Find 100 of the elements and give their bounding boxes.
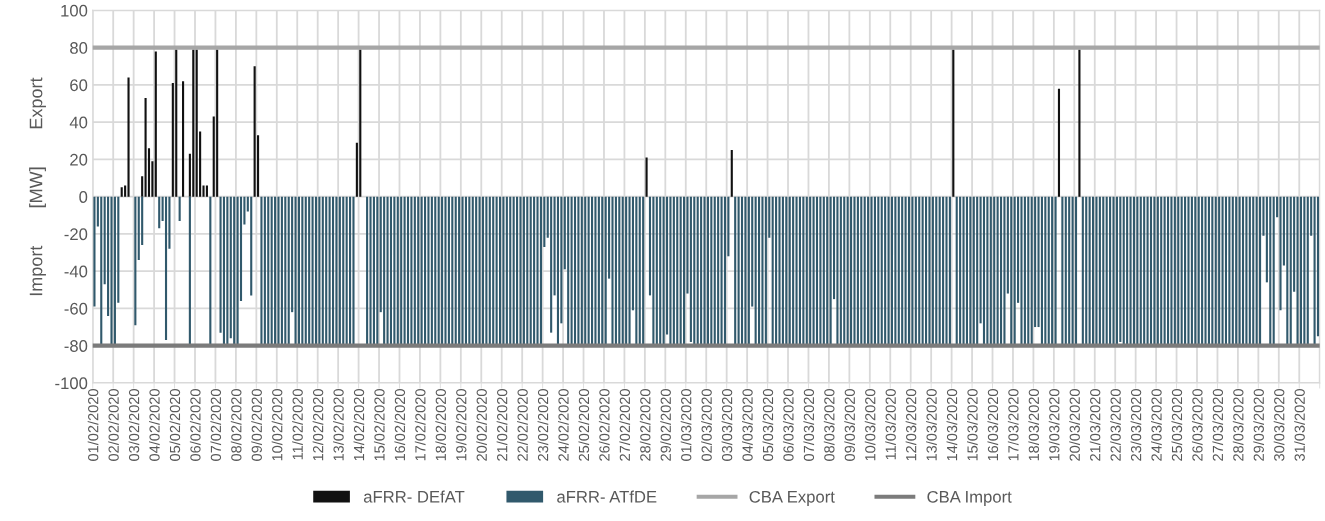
bar	[928, 196, 931, 346]
bar	[1027, 196, 1030, 346]
x-tick-label: 20/03/2020	[1069, 389, 1080, 461]
bar	[1020, 196, 1023, 346]
bar	[1074, 196, 1078, 346]
bar	[505, 196, 508, 346]
bar	[519, 196, 522, 346]
bar	[1194, 196, 1197, 346]
bar	[584, 196, 587, 346]
x-tick-label: 22/02/2020	[517, 389, 528, 461]
bar	[1180, 196, 1183, 346]
bar	[696, 196, 699, 346]
bar	[914, 196, 917, 346]
bar	[972, 196, 975, 346]
bar	[1109, 196, 1112, 346]
bar	[723, 196, 727, 346]
bar	[260, 196, 263, 346]
bar	[451, 196, 454, 346]
bar	[907, 196, 911, 346]
bar	[420, 196, 423, 346]
bar	[1184, 196, 1187, 346]
x-tick-label: 21/02/2020	[496, 389, 508, 461]
bar	[372, 196, 375, 346]
bar	[580, 196, 583, 346]
bar	[594, 196, 597, 346]
x-tick-label: 03/02/2020	[128, 389, 140, 461]
bar	[1068, 196, 1071, 346]
bar	[1177, 196, 1180, 346]
bar	[475, 196, 478, 346]
bar	[659, 196, 662, 346]
bar	[216, 49, 219, 197]
bar	[877, 196, 880, 346]
bar	[321, 196, 324, 346]
bar	[1163, 196, 1166, 346]
bar	[461, 196, 464, 346]
bar	[178, 196, 181, 221]
y-tick-label: 20	[70, 153, 88, 166]
bar	[287, 196, 290, 346]
y-tick-label: 60	[70, 79, 88, 92]
bar	[945, 196, 948, 346]
bar	[277, 196, 280, 346]
bar	[270, 196, 273, 346]
bar	[529, 196, 532, 346]
bar	[154, 51, 157, 197]
bar	[942, 196, 945, 346]
bar	[863, 196, 866, 346]
x-tick-label: 30/03/2020	[1273, 389, 1285, 461]
bar	[720, 196, 723, 346]
bar	[304, 196, 307, 346]
bar	[134, 196, 137, 326]
bar	[860, 196, 863, 346]
x-tick-label: 07/03/2020	[803, 389, 815, 461]
bar	[737, 196, 740, 346]
bar	[533, 196, 536, 346]
bar	[437, 196, 440, 346]
bar	[1064, 196, 1067, 346]
bar	[253, 66, 256, 197]
bar	[550, 196, 553, 333]
bar	[471, 196, 474, 346]
bar	[1248, 196, 1251, 346]
bar	[1071, 196, 1074, 346]
bar	[502, 196, 505, 346]
bar	[1286, 196, 1289, 346]
bar	[1259, 196, 1262, 346]
bar	[1296, 196, 1299, 346]
bar	[1047, 196, 1050, 346]
bar	[897, 196, 900, 346]
bar	[740, 196, 744, 346]
x-tick-label: 18/03/2020	[1028, 389, 1040, 461]
x-tick-label: 31/03/2020	[1294, 389, 1305, 461]
bar	[1119, 196, 1122, 342]
bar	[570, 196, 573, 346]
bar	[352, 196, 355, 346]
bar	[192, 49, 195, 197]
bar	[1132, 196, 1136, 346]
bar	[1013, 196, 1016, 346]
bar	[113, 196, 116, 346]
bar	[485, 196, 488, 346]
bar	[495, 196, 498, 346]
bar	[1224, 196, 1228, 346]
bar	[788, 196, 791, 346]
bar	[1197, 196, 1200, 346]
bar	[1170, 196, 1173, 346]
bar	[730, 150, 733, 197]
bar	[795, 196, 798, 346]
bar	[642, 196, 645, 346]
bar	[873, 196, 876, 346]
bar	[843, 196, 846, 346]
bar	[989, 196, 992, 346]
bar	[1221, 196, 1224, 346]
bar	[447, 196, 450, 346]
bar	[182, 81, 185, 197]
bar	[1289, 196, 1292, 346]
bar	[1173, 196, 1176, 346]
bar	[1252, 196, 1255, 346]
bar	[488, 196, 491, 346]
bar	[662, 196, 665, 346]
x-tick-label: 08/02/2020	[230, 389, 242, 461]
bar	[982, 196, 986, 346]
bar	[423, 196, 427, 346]
